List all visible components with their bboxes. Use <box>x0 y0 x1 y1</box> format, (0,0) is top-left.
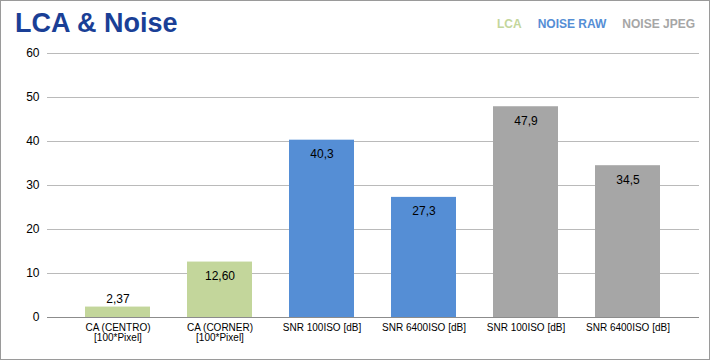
svg-text:CA (CORNER)[100*Pixel]: CA (CORNER)[100*Pixel] <box>187 322 253 343</box>
svg-text:34,5: 34,5 <box>616 173 640 187</box>
svg-text:2,37: 2,37 <box>106 292 130 306</box>
svg-text:50: 50 <box>26 90 40 104</box>
html-text:NOISE JPEG: NOISE JPEG <box>622 17 695 31</box>
svg-text:47,9: 47,9 <box>514 114 538 128</box>
svg-text:SNR 6400ISO [dB]: SNR 6400ISO [dB] <box>586 322 670 333</box>
svg-text:10: 10 <box>26 266 40 280</box>
svg-text:SNR 100ISO [dB]: SNR 100ISO [dB] <box>487 322 566 333</box>
svg-text:CA (CENTRO)[100*Pixel]: CA (CENTRO)[100*Pixel] <box>86 322 151 343</box>
svg-text:27,3: 27,3 <box>412 204 436 218</box>
svg-text:0: 0 <box>33 310 40 324</box>
svg-text:40,3: 40,3 <box>310 147 334 161</box>
html-text:NOISE RAW: NOISE RAW <box>537 17 607 31</box>
svg-text:12,60: 12,60 <box>205 269 235 283</box>
html-text:LCA: LCA <box>497 17 522 31</box>
svg-text:SNR 100ISO [dB]: SNR 100ISO [dB] <box>283 322 362 333</box>
html-text:LCA & Noise: LCA & Noise <box>15 8 178 38</box>
svg-text:40: 40 <box>26 134 40 148</box>
svg-text:60: 60 <box>26 46 40 60</box>
svg-text:20: 20 <box>26 222 40 236</box>
svg-text:SNR 6400ISO [dB]: SNR 6400ISO [dB] <box>382 322 466 333</box>
svg-text:30: 30 <box>26 178 40 192</box>
